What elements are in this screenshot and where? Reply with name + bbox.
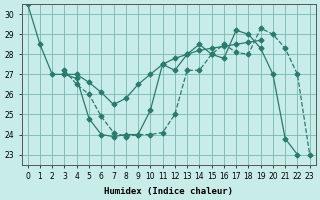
X-axis label: Humidex (Indice chaleur): Humidex (Indice chaleur) (104, 187, 233, 196)
